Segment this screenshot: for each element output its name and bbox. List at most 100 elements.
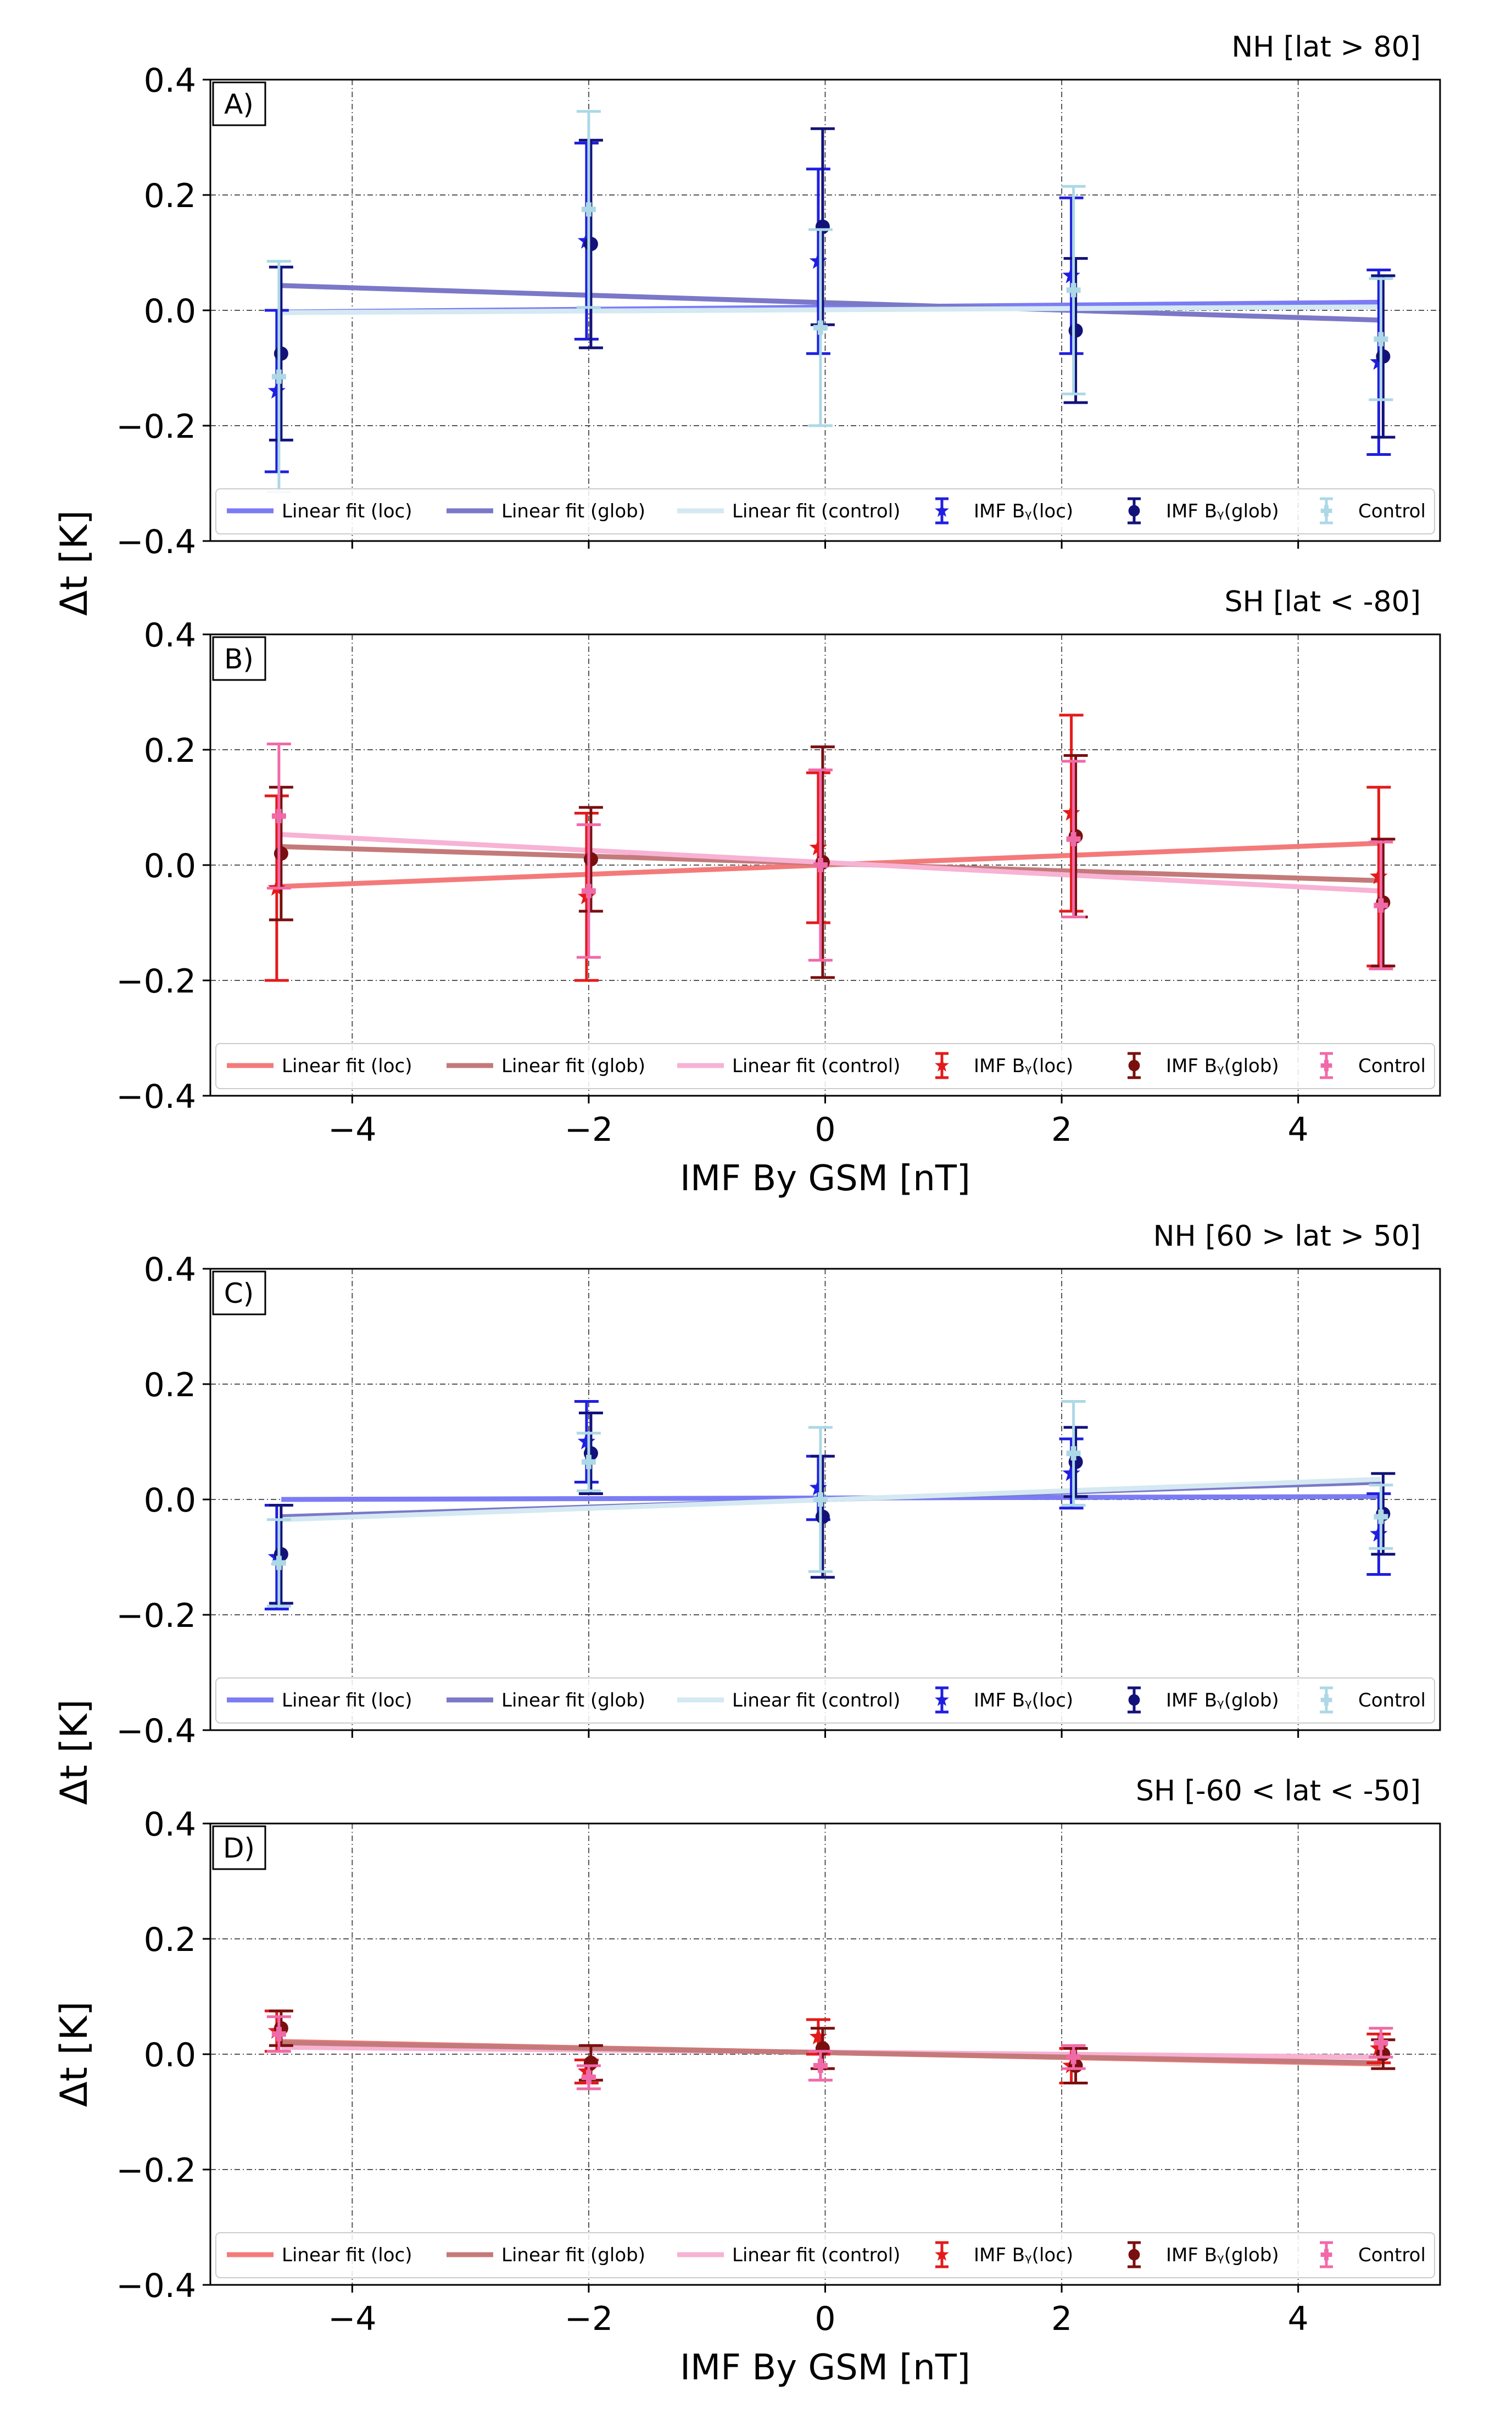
y-tick-label: −0.4 — [116, 523, 196, 561]
legend-label: Control — [1358, 1689, 1426, 1711]
legend-label: Linear fit (glob) — [501, 2244, 645, 2266]
data-point — [815, 219, 830, 234]
data-point — [267, 382, 286, 399]
data-point — [1066, 283, 1081, 298]
x-tick-label: 0 — [814, 1111, 835, 1149]
y-tick-label: 0.0 — [144, 1481, 196, 1520]
legend-label: Linear fit (control) — [732, 500, 900, 522]
data-point — [1062, 1464, 1080, 1481]
legend-marker — [1128, 1694, 1140, 1706]
y-axis-label: Δt [K] — [53, 1699, 96, 1805]
data-point — [1376, 349, 1391, 364]
data-point — [1370, 867, 1388, 884]
data-point — [1066, 832, 1081, 846]
data-point — [1068, 323, 1083, 338]
fit-line — [281, 832, 1381, 894]
y-tick-label: −0.4 — [116, 1078, 196, 1116]
data-point — [1374, 2036, 1388, 2050]
legend-label: Linear fit (glob) — [501, 1055, 645, 1077]
panel-label-frame — [212, 636, 266, 681]
data-point — [271, 808, 286, 823]
data-point — [583, 852, 598, 867]
x-axis-label: IMF By GSM [nT] — [680, 1158, 970, 1199]
legend-label: IMF Bᵧ(loc) — [974, 1055, 1073, 1077]
legend-label: Linear fit (loc) — [282, 500, 412, 522]
panel-title: SH [-60 < lat < -50] — [1136, 1775, 1421, 1808]
y-tick-label: 0.4 — [144, 1251, 196, 1289]
panel-label-box: C) — [212, 1270, 266, 1315]
data-point — [581, 202, 596, 217]
legend-label: Control — [1358, 1055, 1426, 1077]
data-point — [809, 2027, 828, 2045]
panel-a: −0.4 −0.2 0.0 0.2 0.4 NH [lat > 80] A) Δt [K] Li… — [53, 31, 1441, 616]
legend-label: Linear fit (control) — [732, 1689, 900, 1711]
panel-label: B) — [224, 643, 254, 675]
legend-label: IMF Bᵧ(glob) — [1166, 1055, 1279, 1077]
x-tick-label: −2 — [565, 2300, 613, 2338]
panel-label-frame — [212, 1825, 266, 1870]
legend-marker — [1320, 2249, 1332, 2261]
data-point — [815, 2041, 830, 2056]
legend-marker — [1128, 1060, 1140, 1072]
legend-label: Control — [1358, 500, 1426, 522]
legend-marker — [935, 1692, 949, 1706]
legend-label: IMF Bᵧ(glob) — [1166, 2244, 1279, 2266]
legend: Linear fit (loc) Linear fit (glob) Linear … — [215, 1677, 1435, 1724]
legend-label: Linear fit (control) — [732, 2244, 900, 2266]
y-tick-label: −0.2 — [116, 1597, 196, 1635]
data-point — [577, 1432, 596, 1449]
y-tick-label: −0.4 — [116, 2267, 196, 2305]
data-point — [271, 369, 286, 384]
panel-label-box: B) — [212, 636, 266, 681]
fit-line — [281, 283, 1381, 323]
data-point — [1374, 1509, 1388, 1524]
legend-label: Linear fit (control) — [732, 1055, 900, 1077]
y-tick-label: 0.0 — [144, 292, 196, 331]
data-point — [581, 1454, 596, 1469]
data-point — [1374, 332, 1388, 347]
data-point — [809, 1479, 828, 1496]
data-point — [274, 346, 288, 361]
data-point — [1066, 1446, 1081, 1460]
y-tick-label: −0.4 — [116, 1712, 196, 1750]
legend-marker — [1320, 505, 1332, 517]
data-point — [271, 1555, 286, 1570]
data-point — [271, 2027, 286, 2042]
data-point — [274, 846, 288, 861]
legend-label: Linear fit (glob) — [501, 1689, 645, 1711]
data-point — [583, 2055, 598, 2070]
legend-label: IMF Bᵧ(loc) — [974, 2244, 1073, 2266]
y-tick-label: 0.4 — [144, 616, 196, 655]
panel-label: D) — [223, 1832, 255, 1864]
legend-marker — [1320, 1060, 1332, 1072]
legend-label: IMF Bᵧ(glob) — [1166, 500, 1279, 522]
y-tick-label: 0.2 — [144, 177, 196, 215]
data-point — [815, 1509, 830, 1524]
x-tick-label: −4 — [328, 1111, 376, 1149]
data-point — [1066, 2050, 1081, 2065]
panel-b: −0.4 −0.2 0.0 0.2 0.4 −4 −2 0 2 4 SH [lat < -80] B)… — [116, 586, 1441, 1199]
panel-title: NH [60 > lat > 50] — [1153, 1220, 1421, 1253]
y-tick-label: 0.2 — [144, 1366, 196, 1404]
panel-title: NH [lat > 80] — [1231, 31, 1421, 64]
legend-marker — [935, 2247, 949, 2261]
panel-c: −0.4 −0.2 0.0 0.2 0.4 NH [60 > lat > 50] C) Δt … — [53, 1220, 1441, 1805]
legend-marker — [1128, 2249, 1140, 2261]
legend-label: Linear fit (loc) — [282, 2244, 412, 2266]
legend-label: Linear fit (loc) — [282, 1055, 412, 1077]
data-point — [583, 237, 598, 252]
y-tick-label: −0.2 — [116, 408, 196, 446]
y-tick-label: 0.0 — [144, 847, 196, 885]
data-point — [813, 2059, 828, 2073]
x-tick-label: 4 — [1288, 1111, 1309, 1149]
x-tick-label: −2 — [565, 1111, 613, 1149]
data-point — [809, 252, 828, 269]
x-tick-label: 0 — [814, 2300, 835, 2338]
legend-marker — [935, 1058, 949, 1072]
fit-line — [281, 2040, 1381, 2066]
data-point — [1062, 266, 1080, 283]
legend-label: IMF Bᵧ(loc) — [974, 1689, 1073, 1711]
panel-label: A) — [224, 88, 254, 120]
panel-label: C) — [224, 1278, 254, 1309]
